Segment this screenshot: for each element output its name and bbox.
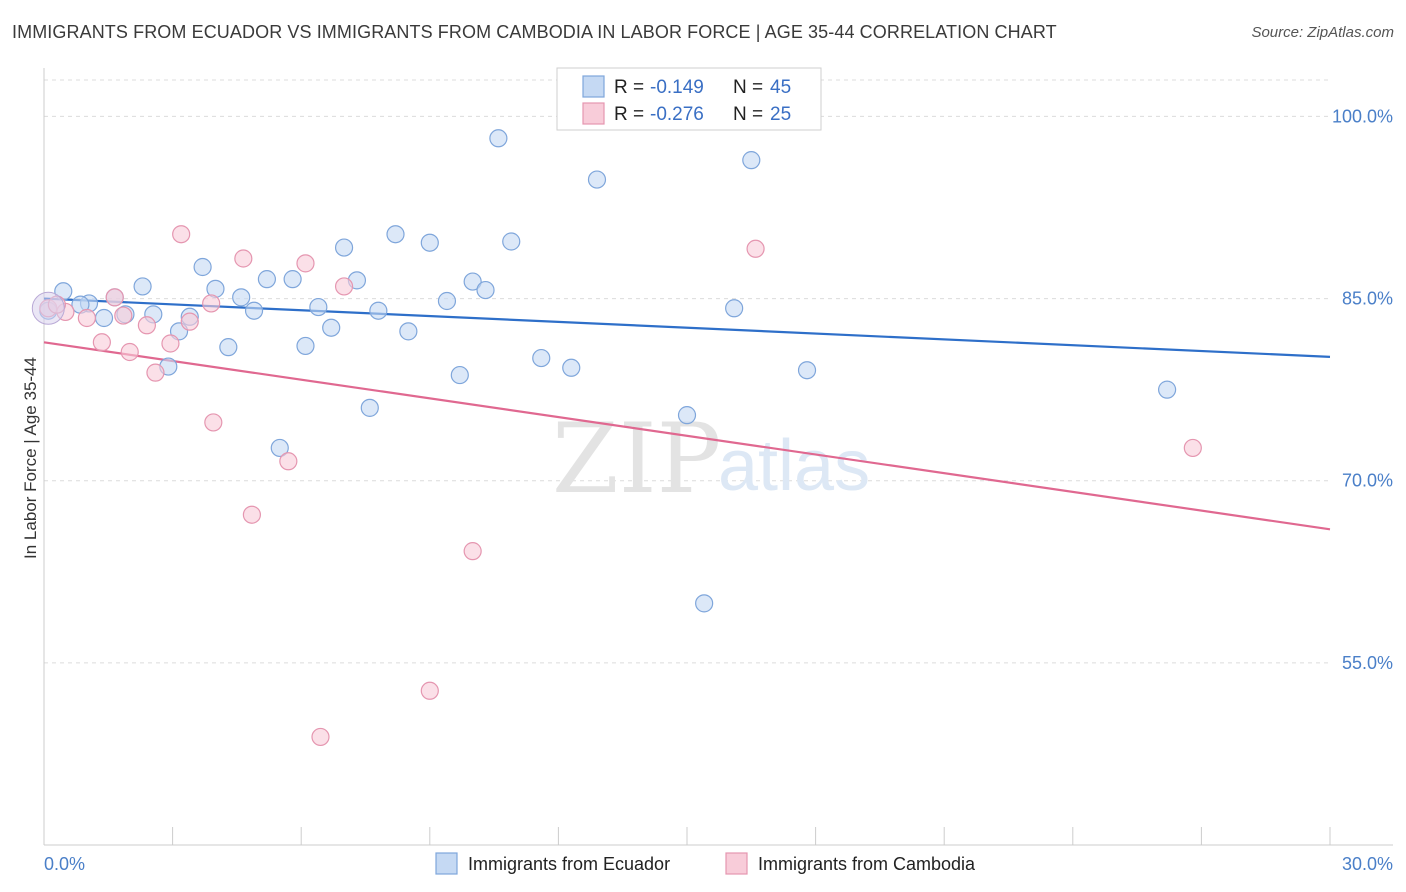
data-point-ecuador: [587, 170, 607, 189]
legend-r-value-ecuador: -0.149: [650, 77, 704, 98]
data-point-ecuador: [476, 280, 495, 300]
data-point-cluster: [31, 291, 65, 325]
data-point-ecuador: [532, 348, 551, 368]
stats-legend: R = -0.149 N = 45 R = -0.276 N = 25: [556, 67, 822, 131]
data-point-ecuador: [450, 365, 469, 385]
series-legend-label-ecuador: Immigrants from Ecuador: [468, 854, 670, 874]
series-legend: Immigrants from Ecuador Immigrants from …: [435, 852, 976, 875]
data-point-ecuador: [399, 322, 418, 341]
data-point-ecuador: [725, 299, 744, 318]
data-point-ecuador: [283, 270, 302, 289]
legend-swatch-cambodia: [582, 102, 605, 125]
data-point-ecuador: [322, 318, 341, 337]
data-point-ecuador: [219, 338, 238, 357]
watermark: ZIP atlas: [552, 403, 870, 515]
data-point-ecuador: [1158, 380, 1177, 399]
legend-n-value-ecuador: 45: [770, 77, 791, 98]
data-point-ecuador: [420, 233, 439, 252]
data-point-cambodia: [77, 308, 96, 328]
data-point-ecuador: [489, 129, 508, 148]
data-point-cambodia: [120, 342, 139, 362]
legend-n-value-cambodia: 25: [770, 104, 791, 125]
y-tick-label: 55.0%: [1342, 653, 1393, 673]
data-point-ecuador: [463, 272, 482, 291]
data-point-cambodia: [146, 363, 165, 382]
data-point-ecuador: [386, 225, 405, 244]
legend-swatch-ecuador: [582, 75, 605, 98]
legend-n-label-cambodia: N =: [733, 104, 768, 125]
data-point-ecuador: [296, 336, 315, 356]
data-point-ecuador: [562, 358, 581, 377]
y-axis-label: In Labor Force | Age 35-44: [21, 357, 40, 559]
data-point-cambodia: [1183, 438, 1202, 458]
data-point-cambodia: [279, 452, 298, 471]
data-point-cambodia: [296, 254, 315, 273]
watermark-atlas: atlas: [718, 426, 870, 506]
legend-n-label-ecuador: N =: [733, 77, 768, 98]
data-point-cambodia: [204, 413, 223, 432]
series-legend-label-cambodia: Immigrants from Cambodia: [758, 854, 976, 874]
data-point-ecuador: [742, 151, 761, 170]
data-point-cambodia: [92, 333, 111, 352]
data-point-ecuador: [133, 277, 152, 296]
data-point-cambodia: [180, 312, 199, 331]
data-point-cambodia: [334, 277, 354, 296]
data-point-ecuador: [309, 297, 328, 317]
y-tick-label: 85.0%: [1342, 289, 1393, 309]
data-point-ecuador: [257, 270, 277, 289]
data-point-ecuador: [502, 232, 521, 251]
series-legend-swatch-ecuador: [435, 852, 458, 875]
data-point-ecuador: [193, 257, 212, 277]
trend-line-cambodia: [43, 341, 1331, 531]
data-point-cambodia: [172, 225, 191, 244]
data-point-cambodia: [311, 727, 330, 747]
chart-title: IMMIGRANTS FROM ECUADOR VS IMMIGRANTS FR…: [12, 22, 1057, 42]
data-point-cambodia: [161, 334, 180, 353]
data-point-cambodia: [463, 542, 482, 561]
data-point-cambodia: [137, 316, 156, 335]
legend-r-label-ecuador: R =: [614, 77, 649, 98]
data-point-ecuador: [232, 288, 251, 307]
data-point-ecuador: [334, 238, 354, 257]
data-point-ecuador: [797, 361, 817, 380]
data-point-cambodia: [746, 239, 765, 258]
axes: 55.0% 70.0% 85.0% 100.0% 0.0% 30.0%: [43, 68, 1393, 874]
data-point-cambodia: [242, 505, 262, 524]
chart-source: Source: ZipAtlas.com: [1251, 24, 1394, 41]
data-point-ecuador: [369, 301, 388, 320]
data-point-ecuador: [677, 406, 697, 425]
data-point-cambodia: [114, 306, 133, 325]
x-tick-label: 30.0%: [1342, 854, 1393, 874]
y-tick-label: 100.0%: [1332, 106, 1393, 126]
data-point-cambodia: [202, 294, 221, 313]
data-points: [31, 129, 1202, 747]
legend-r-value-cambodia: -0.276: [650, 104, 704, 125]
series-legend-swatch-cambodia: [725, 852, 748, 875]
data-point-ecuador: [244, 301, 264, 320]
y-tick-label: 70.0%: [1342, 471, 1393, 491]
data-point-ecuador: [695, 594, 714, 613]
legend-r-label-cambodia: R =: [614, 104, 649, 125]
data-point-ecuador: [360, 398, 379, 417]
data-point-ecuador: [94, 308, 114, 328]
data-point-cambodia: [234, 249, 253, 268]
x-tick-label: 0.0%: [44, 854, 85, 874]
data-point-ecuador: [270, 438, 289, 458]
data-point-cambodia: [105, 288, 124, 307]
data-point-cambodia: [420, 681, 439, 700]
data-point-ecuador: [437, 291, 457, 311]
